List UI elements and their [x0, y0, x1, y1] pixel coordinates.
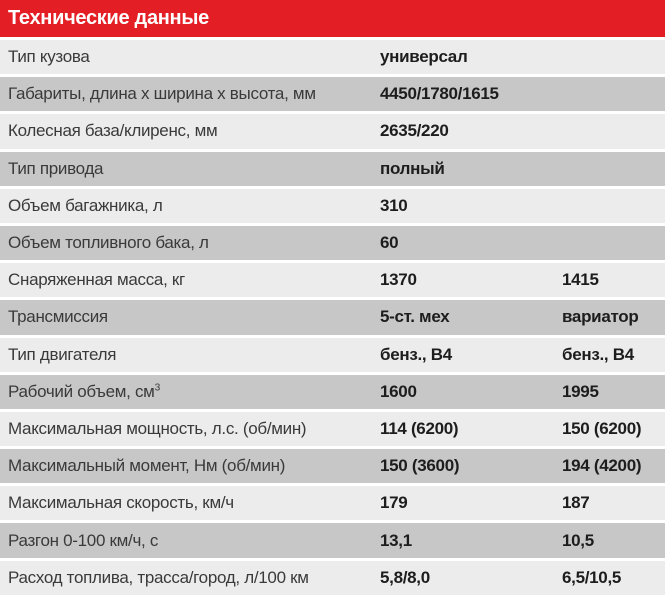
row-value-1: универсал	[380, 47, 468, 67]
row-label: Максимальный момент, Нм (об/мин)	[8, 456, 286, 476]
row-value-2: 187	[562, 493, 590, 513]
row-label-superscript: 3	[154, 382, 161, 394]
row-value-2: вариатор	[562, 307, 639, 327]
row-label: Максимальная мощность, л.с. (об/мин)	[8, 418, 307, 438]
table-row: Максимальная скорость, км/ч 179 187	[0, 486, 665, 521]
row-value-1: 2635/220	[380, 121, 449, 141]
table-row: Объем топливного бака, л 60	[0, 225, 665, 261]
row-value-2: 10,5	[562, 530, 594, 550]
table-row: Объем багажника, л 310	[0, 188, 665, 223]
row-value-2: 150 (6200)	[562, 418, 642, 438]
row-value-1: 13,1	[380, 530, 412, 550]
row-value-1: 4450/1780/1615	[380, 84, 499, 104]
row-label: Расход топлива, трасса/город, л/100 км	[8, 567, 309, 587]
row-value-2: 6,5/10,5	[562, 567, 622, 587]
row-value-1: 310	[380, 195, 408, 215]
row-value-1: 179	[380, 493, 408, 513]
row-value-1: 1600	[380, 381, 417, 401]
row-label: Трансмиссия	[8, 307, 108, 327]
row-label: Колесная база/клиренс, мм	[8, 121, 218, 141]
row-value-2: бенз., В4	[562, 344, 634, 364]
row-value-2: 1995	[562, 381, 599, 401]
table-row: Рабочий объем, см3 1600 1995	[0, 374, 665, 409]
row-value-1: бенз., В4	[380, 344, 452, 364]
table-row: Габариты, длина х ширина х высота, мм 44…	[0, 77, 665, 112]
table-row: Тип двигателя бенз., В4 бенз., В4	[0, 337, 665, 372]
table-row: Максимальная мощность, л.с. (об/мин) 114…	[0, 411, 665, 447]
row-value-1: 5,8/8,0	[380, 567, 430, 587]
row-label-text: Рабочий объем, см	[8, 381, 155, 401]
row-label: Снаряженная масса, кг	[8, 270, 185, 290]
row-value-1: 114 (6200)	[380, 418, 459, 438]
row-label: Объем багажника, л	[8, 195, 163, 215]
table-row: Снаряженная масса, кг 1370 1415	[0, 263, 665, 298]
row-label: Разгон 0-100 км/ч, с	[8, 530, 159, 550]
row-value-1: 60	[380, 233, 399, 253]
table-row: Расход топлива, трасса/город, л/100 км 5…	[0, 560, 665, 595]
row-value-2: 1415	[562, 270, 599, 290]
row-value-1: 150 (3600)	[380, 456, 460, 476]
table-title: Технические данные	[8, 6, 209, 29]
row-value-1: 1370	[380, 270, 417, 290]
table-row: Тип кузова универсал	[0, 40, 665, 75]
row-label: Рабочий объем, см3	[0, 382, 380, 402]
row-value-1: 5-ст. мех	[380, 307, 450, 327]
row-value-2: 194 (4200)	[562, 456, 642, 476]
table-header: Технические данные	[0, 0, 665, 37]
row-label: Максимальная скорость, км/ч	[8, 493, 234, 513]
row-label: Объем топливного бака, л	[8, 233, 209, 253]
table-row: Колесная база/клиренс, мм 2635/220	[0, 114, 665, 149]
row-label: Тип кузова	[8, 47, 90, 67]
table-row: Разгон 0-100 км/ч, с 13,1 10,5	[0, 523, 665, 558]
row-label: Тип привода	[8, 158, 104, 178]
table-row: Трансмиссия 5-ст. мех вариатор	[0, 300, 665, 335]
row-value-1: полный	[380, 158, 445, 178]
row-label: Габариты, длина х ширина х высота, мм	[8, 84, 316, 104]
row-label: Тип двигателя	[8, 344, 117, 364]
table-row: Максимальный момент, Нм (об/мин) 150 (36…	[0, 449, 665, 484]
table-row: Тип привода полный	[0, 151, 665, 186]
